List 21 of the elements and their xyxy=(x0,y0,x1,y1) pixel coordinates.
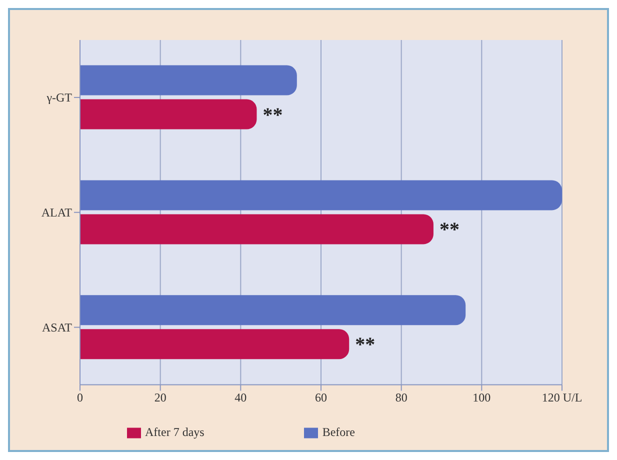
bar xyxy=(80,214,434,244)
x-tick-label: 80 xyxy=(395,390,408,404)
y-tick-label: γ-GT xyxy=(46,90,73,105)
x-tick-label: 40 xyxy=(234,390,247,404)
annotation: ** xyxy=(262,104,283,126)
bar xyxy=(80,99,257,130)
y-tick-label: ASAT xyxy=(42,320,73,335)
y-tick-label: ALAT xyxy=(41,206,73,220)
x-tick-label: 0 xyxy=(77,390,83,404)
bar xyxy=(80,329,350,360)
x-tick-label: 60 xyxy=(315,390,327,404)
legend-label: Before xyxy=(322,424,355,439)
bar xyxy=(80,65,297,96)
bar xyxy=(80,180,562,210)
annotation: ** xyxy=(355,334,376,356)
x-tick-label: 20 xyxy=(154,390,166,404)
legend-label: After 7 days xyxy=(145,424,204,439)
x-tick-label: 120 U/L xyxy=(542,390,582,404)
bar xyxy=(80,295,466,326)
annotation: ** xyxy=(439,219,460,242)
x-tick-label: 100 xyxy=(472,390,491,404)
